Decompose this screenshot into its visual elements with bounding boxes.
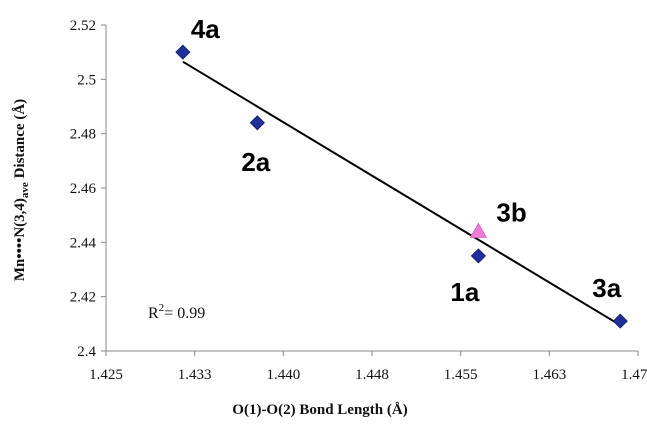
y-tick-label: 2.42 bbox=[70, 290, 96, 306]
y-tick-label: 2.46 bbox=[70, 181, 97, 197]
x-tick-label: 1.433 bbox=[178, 367, 212, 383]
y-axis-title-subscript: ave bbox=[19, 182, 31, 198]
point-labels: 4a 2a 1a 3a 3b bbox=[191, 14, 622, 307]
trendline-group bbox=[182, 60, 621, 327]
x-tick-label: 1.463 bbox=[532, 367, 566, 383]
r2-superscript: 2 bbox=[159, 302, 165, 314]
r2-base: R bbox=[148, 305, 159, 322]
y-tick-label: 2.48 bbox=[70, 127, 96, 143]
point-label-1a: 1a bbox=[450, 277, 479, 307]
point-label-3b: 3b bbox=[496, 197, 526, 227]
r-squared-annotation: R2= 0.99 bbox=[148, 302, 205, 322]
r2-value: = 0.99 bbox=[164, 305, 205, 322]
point-label-2a: 2a bbox=[241, 147, 270, 177]
y-axis-title-prefix: Mn••••N(3,4) bbox=[12, 198, 28, 281]
x-tick-label: 1.448 bbox=[355, 367, 389, 383]
x-axis-title: O(1)-O(2) Bond Length (Å) bbox=[232, 402, 407, 418]
data-point-3a bbox=[612, 313, 628, 329]
y-axis-title-suffix: Distance (Å) bbox=[12, 99, 28, 182]
trendline bbox=[182, 60, 621, 327]
tick-labels: 2.4 2.42 2.44 2.46 2.48 2.5 2.52 1.425 1.433 1.44… bbox=[70, 18, 647, 383]
point-label-4a: 4a bbox=[191, 14, 220, 44]
data-point-3b bbox=[469, 222, 488, 238]
y-axis-title: Mn••••N(3,4)ave Distance (Å) bbox=[12, 99, 31, 281]
point-label-3a: 3a bbox=[592, 273, 621, 303]
y-tick-label: 2.44 bbox=[70, 235, 97, 251]
x-tick-label: 1.440 bbox=[266, 367, 300, 383]
x-tick-label: 1.470 bbox=[621, 367, 647, 383]
y-tick-label: 2.5 bbox=[77, 72, 96, 88]
data-point-1a bbox=[470, 248, 486, 264]
y-tick-label: 2.4 bbox=[77, 344, 96, 360]
x-tick-label: 1.425 bbox=[89, 367, 123, 383]
x-tick-label: 1.455 bbox=[444, 367, 478, 383]
chart-axes bbox=[101, 24, 639, 356]
data-point-2a bbox=[249, 115, 265, 131]
data-point-4a bbox=[175, 44, 191, 60]
data-points bbox=[175, 44, 628, 329]
y-tick-label: 2.52 bbox=[70, 18, 96, 34]
